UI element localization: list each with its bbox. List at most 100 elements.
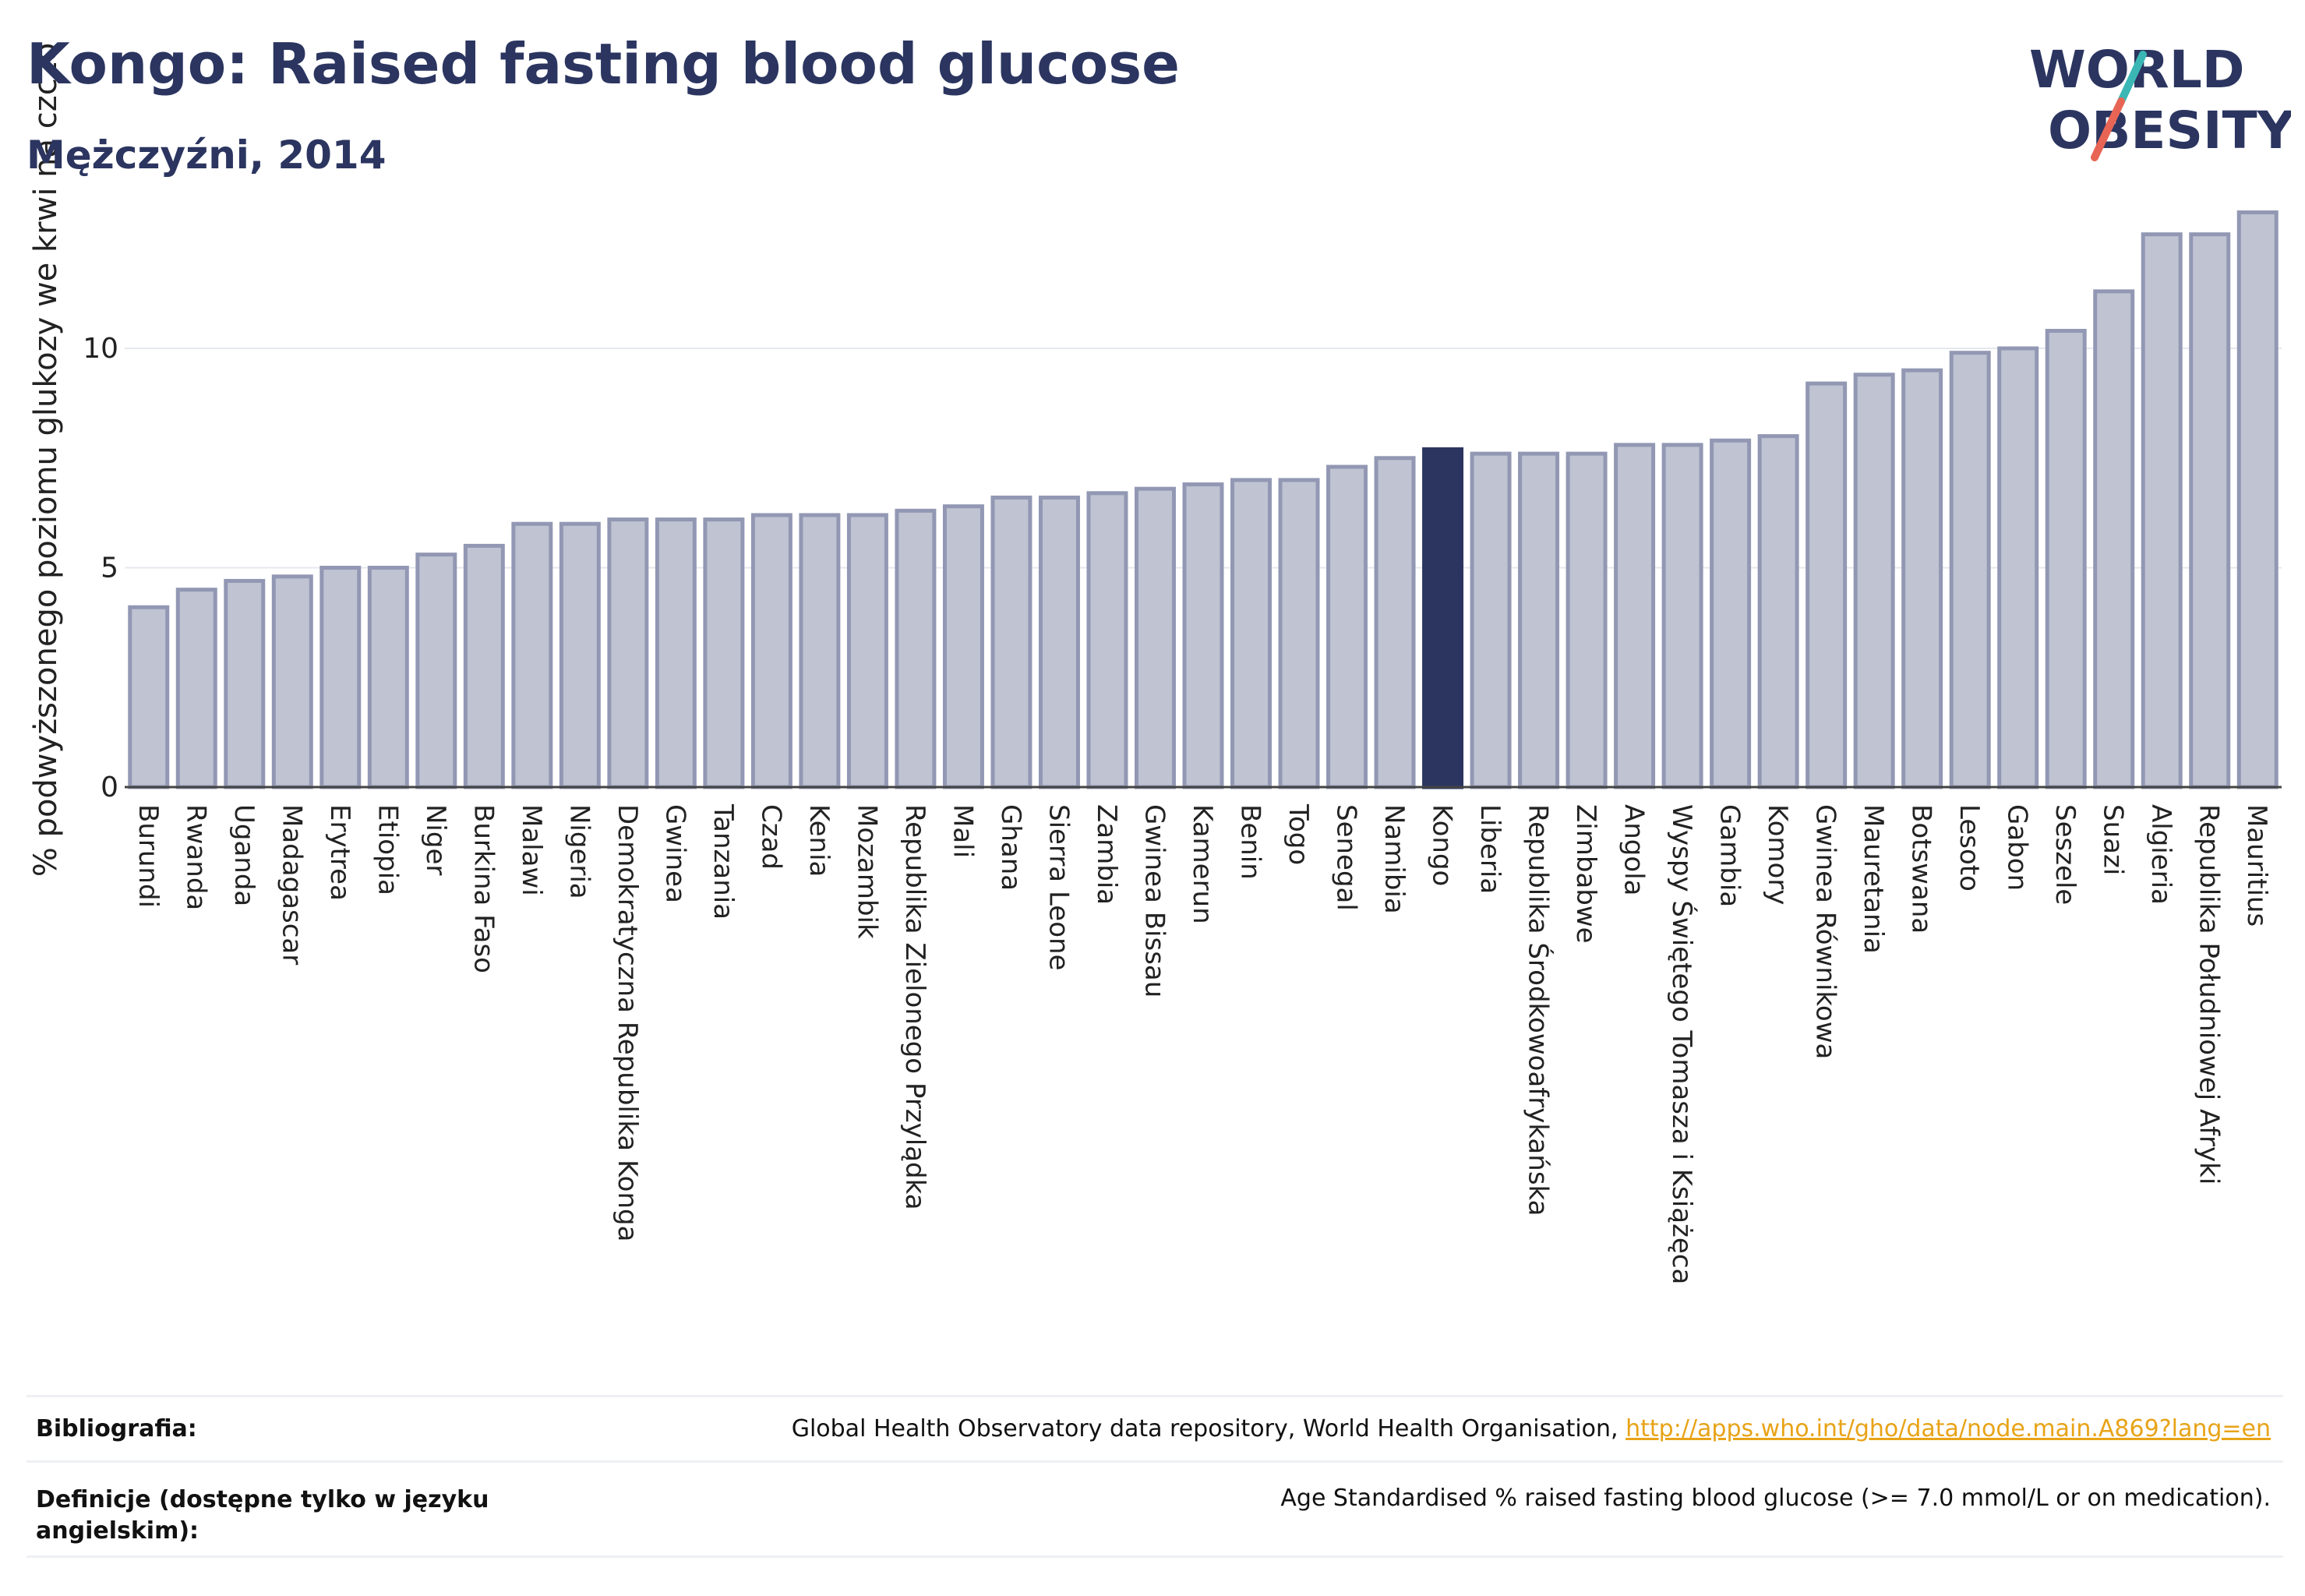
x-tick-label: Erytrea bbox=[324, 804, 355, 901]
bar bbox=[1326, 464, 1368, 789]
bar bbox=[463, 543, 505, 789]
x-tick-label: Botswana bbox=[1906, 804, 1937, 934]
x-tick-label: Angola bbox=[1618, 804, 1650, 895]
bar bbox=[799, 513, 841, 789]
bar bbox=[1134, 486, 1176, 789]
bar bbox=[319, 566, 362, 789]
x-tick-label: Senegal bbox=[1331, 804, 1362, 911]
x-tick-label: Madagascar bbox=[276, 804, 307, 965]
x-tick-label: Lesoto bbox=[1954, 804, 1985, 892]
y-axis-label: % podwyższonego poziomu glukozy we krwi … bbox=[28, 43, 64, 877]
bar bbox=[2045, 329, 2087, 789]
x-tick-label: Mozambik bbox=[851, 804, 882, 939]
x-tick-label: Tanzania bbox=[708, 803, 739, 920]
x-tick-label: Mauretania bbox=[1858, 804, 1889, 954]
bar bbox=[367, 566, 409, 789]
x-tick-label: Zimbabwe bbox=[1570, 804, 1601, 944]
bar bbox=[1949, 351, 1991, 789]
x-tick-label: Mali bbox=[947, 804, 978, 858]
bar bbox=[175, 588, 217, 789]
x-tick-label: Demokratyczna Republika Konga bbox=[612, 804, 643, 1241]
definitions-text: Age Standardised % raised fasting blood … bbox=[1280, 1485, 2271, 1512]
bar bbox=[942, 504, 984, 789]
y-tick-label: 5 bbox=[101, 553, 118, 584]
definitions-label: Definicje (dostępne tylko w języku angie… bbox=[36, 1486, 489, 1545]
x-tick-label: Gambia bbox=[1714, 804, 1746, 907]
x-tick-label: Niger bbox=[420, 804, 451, 875]
bibliography-link[interactable]: http://apps.who.int/gho/data/node.main.A… bbox=[1626, 1415, 2271, 1442]
x-tick-label: Uganda bbox=[228, 804, 259, 906]
x-tick-label: Etiopia bbox=[372, 804, 403, 895]
bar bbox=[703, 517, 745, 789]
bar bbox=[1182, 482, 1224, 789]
bar bbox=[1038, 495, 1080, 789]
x-tick-label: Suazi bbox=[2098, 804, 2129, 875]
bar bbox=[2236, 210, 2279, 789]
x-tick-label: Komory bbox=[1762, 804, 1793, 905]
bar bbox=[846, 513, 888, 789]
x-tick-label: Nigeria bbox=[563, 804, 595, 899]
x-tick-label: Seszele bbox=[2049, 804, 2081, 905]
logo-slash-teal bbox=[2117, 51, 2147, 105]
x-tick-label: Benin bbox=[1235, 804, 1266, 880]
x-tick-label: Namibia bbox=[1378, 804, 1410, 914]
bar bbox=[1470, 451, 1512, 789]
x-tick-label: Kongo bbox=[1427, 804, 1458, 886]
bar bbox=[990, 495, 1032, 789]
chart-subtitle: Mężczyźni, 2014 bbox=[26, 132, 387, 178]
bar bbox=[1374, 456, 1416, 789]
bar bbox=[559, 521, 601, 789]
x-tick-label: Algieria bbox=[2145, 804, 2176, 905]
x-tick-label: Burkina Faso bbox=[468, 804, 499, 973]
bar bbox=[2141, 232, 2183, 789]
x-tick-label: Liberia bbox=[1474, 804, 1505, 894]
bar bbox=[895, 508, 937, 789]
bar bbox=[1278, 478, 1320, 789]
x-tick-label: Wyspy Świętego Tomasza i Książęca bbox=[1666, 804, 1698, 1284]
x-tick-label: Mauritius bbox=[2241, 804, 2272, 927]
x-tick-label: Sierra Leone bbox=[1043, 804, 1074, 970]
bars bbox=[128, 210, 2279, 789]
x-tick-label: Togo bbox=[1283, 803, 1314, 865]
x-tick-label: Czad bbox=[755, 804, 786, 870]
x-tick-label: Kamerun bbox=[1187, 804, 1218, 924]
bar bbox=[1853, 373, 1895, 789]
y-tick-labels: 0 5 10 bbox=[83, 333, 118, 803]
x-tick-label: Republika Zielonego Przylądka bbox=[899, 804, 930, 1210]
bibliography-text: Global Health Observatory data repositor… bbox=[791, 1415, 1618, 1442]
bar bbox=[1230, 478, 1273, 789]
x-tick-label: Republika Południowej Afryki bbox=[2194, 804, 2225, 1185]
x-tick-label: Kenia bbox=[803, 804, 835, 877]
bar bbox=[1661, 443, 1703, 789]
bar bbox=[750, 513, 792, 789]
y-tick-label: 10 bbox=[83, 333, 118, 365]
x-tick-label: Zambia bbox=[1091, 804, 1122, 905]
y-tick-label: 0 bbox=[101, 772, 118, 803]
bar bbox=[1806, 381, 1848, 789]
bar bbox=[2189, 232, 2231, 789]
bar bbox=[128, 605, 170, 789]
world-obesity-logo: WORLD OBESITY bbox=[2029, 40, 2291, 161]
bar bbox=[1422, 447, 1464, 789]
logo-slash-red bbox=[2091, 97, 2125, 161]
bar bbox=[655, 517, 697, 789]
bar bbox=[1518, 451, 1560, 789]
chart-footer: Bibliografia: Global Health Observatory … bbox=[26, 1395, 2283, 1558]
x-tick-label: Republika Środkowoafrykańska bbox=[1523, 804, 1555, 1216]
bibliography-value: Global Health Observatory data repositor… bbox=[792, 1415, 2283, 1442]
x-tick-label: Gwinea bbox=[659, 804, 690, 903]
bar bbox=[224, 578, 266, 789]
x-tick-label: Burundi bbox=[132, 804, 164, 908]
bar bbox=[271, 574, 313, 789]
x-tick-label: Gwinea Równikowa bbox=[1810, 804, 1841, 1059]
bar bbox=[1565, 451, 1608, 789]
x-tick-label: Ghana bbox=[995, 804, 1026, 891]
x-tick-label: Gwinea Bissau bbox=[1138, 804, 1170, 998]
bar bbox=[1757, 434, 1799, 789]
x-tick-labels: Burundi Rwanda Uganda Madagascar Erytrea Etio… bbox=[132, 803, 2272, 1284]
bibliography-label: Bibliografia: bbox=[36, 1414, 197, 1442]
bar bbox=[2093, 289, 2135, 789]
x-tick-label: Gabon bbox=[2002, 804, 2033, 891]
bar bbox=[415, 553, 457, 789]
logo-text-obesity: OBESITY bbox=[2048, 101, 2291, 161]
